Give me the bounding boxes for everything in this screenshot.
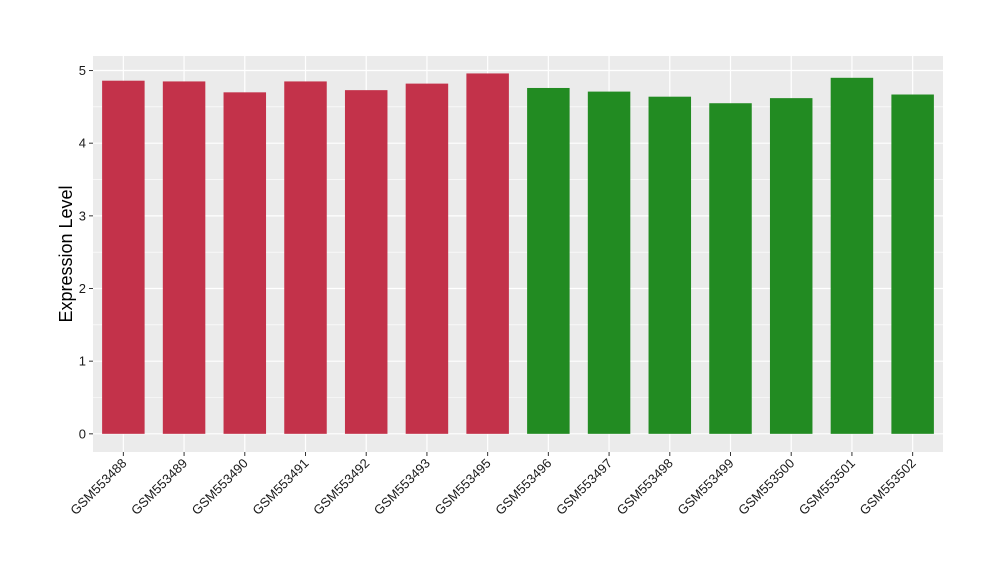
y-tick-label: 3 <box>79 208 86 223</box>
x-tick-label: GSM553490 <box>189 456 251 518</box>
x-tick-label: GSM553499 <box>674 456 736 518</box>
bar <box>891 94 934 434</box>
bar <box>527 87 570 434</box>
x-tick-label: GSM553496 <box>492 456 554 518</box>
bar <box>587 91 631 434</box>
x-tick-label: GSM553501 <box>796 456 858 518</box>
bar <box>344 90 388 434</box>
y-axis-title: Expression Level <box>56 185 76 322</box>
y-tick-label: 1 <box>79 354 86 369</box>
bar <box>284 81 327 434</box>
y-tick-label: 0 <box>79 426 86 441</box>
bar <box>162 81 206 434</box>
bar <box>709 103 752 434</box>
x-tick-label: GSM553488 <box>67 456 129 518</box>
bar <box>769 98 813 434</box>
bar <box>830 77 874 434</box>
x-tick-label: GSM553497 <box>553 456 615 518</box>
y-axis: 0 1 2 3 4 5 <box>79 63 93 441</box>
y-tick-label: 2 <box>79 281 86 296</box>
bars <box>102 73 934 434</box>
x-tick-label: GSM553495 <box>432 456 494 518</box>
x-tick-label: GSM553498 <box>614 456 676 518</box>
x-tick-label: GSM553500 <box>735 456 797 518</box>
bar <box>466 73 509 434</box>
x-tick-label: GSM553491 <box>249 456 311 518</box>
plot-panel <box>93 56 943 452</box>
bar <box>405 83 449 434</box>
bar <box>223 92 267 434</box>
x-axis: GSM553488GSM553489GSM553490GSM553491GSM5… <box>67 452 919 518</box>
x-tick-label: GSM553493 <box>371 456 433 518</box>
x-tick-label: GSM553502 <box>857 456 919 518</box>
y-tick-label: 4 <box>79 136 86 151</box>
bar <box>102 80 145 434</box>
x-tick-label: GSM553489 <box>128 456 190 518</box>
x-tick-label: GSM553492 <box>310 456 372 518</box>
bar <box>648 96 692 434</box>
y-tick-label: 5 <box>79 63 86 78</box>
